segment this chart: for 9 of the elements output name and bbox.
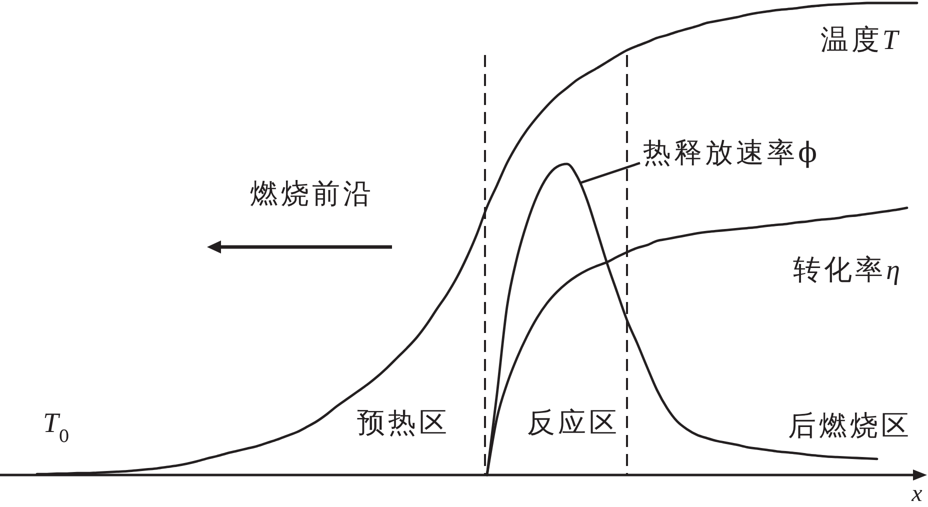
annotation: 预热区 — [357, 406, 450, 439]
series-label: 转化率η — [793, 253, 900, 286]
annotation: 反应区 — [527, 406, 620, 439]
annotation: 燃烧前沿 — [250, 177, 374, 210]
x-axis-title: x — [910, 481, 923, 507]
annotation: 后燃烧区 — [788, 409, 912, 442]
annotation: T$_{0}$ — [43, 408, 72, 447]
series-label: 温度T — [820, 23, 900, 56]
text: 热释放速率ϕ — [643, 136, 820, 169]
